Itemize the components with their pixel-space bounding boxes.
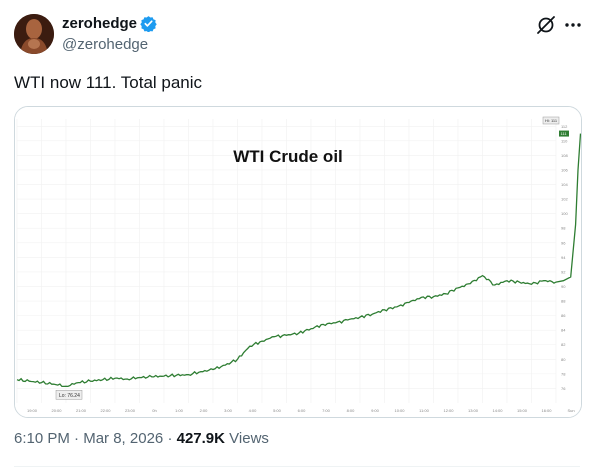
- y-tick-label: 92: [561, 269, 566, 274]
- avatar[interactable]: [14, 14, 54, 54]
- more-horizontal-icon[interactable]: [562, 14, 584, 36]
- x-tick-label: 23:00: [125, 408, 136, 413]
- y-tick-label: 78: [561, 371, 566, 376]
- y-tick-label: 82: [561, 342, 566, 347]
- x-tick-label: 1:00: [175, 408, 184, 413]
- x-tick-label: 21:00: [76, 408, 87, 413]
- y-tick-label: 80: [561, 357, 566, 362]
- current-price-tag: 111: [559, 130, 569, 137]
- x-tick-label: Sun: [567, 408, 574, 413]
- series-line: [16, 133, 581, 388]
- x-tick-label: 19:00: [27, 408, 38, 413]
- x-tick-label: 0h: [152, 408, 156, 413]
- x-tick-label: 12:00: [443, 408, 454, 413]
- x-tick-label: 16:00: [541, 408, 552, 413]
- low-price-label: Lo: 76.24: [59, 393, 80, 399]
- x-tick-label: 15:00: [517, 408, 528, 413]
- x-tick-label: 7:00: [322, 408, 331, 413]
- x-tick-label: 8:00: [347, 408, 356, 413]
- chart-image[interactable]: 76 78 80 82 84 86 88 90 92 94 96 98 100 102 104 106 108 1…: [14, 106, 582, 418]
- y-tick-label: 106: [561, 167, 568, 172]
- y-tick-label: 112: [561, 124, 568, 129]
- x-axis-ticks: 19:00 20:00 21:00 22:00 23:00 0h 1:00 2:00 3:00 4…: [27, 408, 575, 413]
- y-tick-label: 100: [561, 211, 568, 216]
- low-price-tag: Lo: 76.24: [55, 390, 83, 400]
- x-tick-label: 13:00: [468, 408, 479, 413]
- tweet-meta: 6:10 PM · Mar 8, 2026 · 427.9K Views: [14, 430, 269, 447]
- y-tick-label: 98: [561, 226, 566, 231]
- y-tick-label: 76: [561, 386, 566, 391]
- y-tick-label: 108: [561, 153, 568, 158]
- y-tick-label: 88: [561, 299, 566, 304]
- tweet-time[interactable]: 6:10 PM: [14, 430, 70, 447]
- last-price-tag: Hi: 111: [542, 116, 560, 125]
- verified-badge-icon: [140, 15, 157, 33]
- tweet-date[interactable]: Mar 8, 2026: [83, 430, 164, 447]
- chart-grid: [16, 119, 557, 403]
- x-tick-label: 9:00: [371, 408, 380, 413]
- y-tick-label: 86: [561, 313, 566, 318]
- x-tick-label: 22:00: [100, 408, 111, 413]
- meta-separator: ·: [167, 430, 173, 447]
- y-tick-label: 102: [561, 197, 568, 202]
- x-tick-label: 2:00: [200, 408, 209, 413]
- tweet-text: WTI now 111. Total panic: [14, 73, 203, 92]
- last-price-label: Hi: 111: [545, 118, 558, 123]
- display-name[interactable]: zerohedge: [62, 15, 138, 32]
- y-tick-label: 96: [561, 240, 566, 245]
- y-axis-ticks: 76 78 80 82 84 86 88 90 92 94 96 98 100 102 104 106 108 1…: [561, 124, 568, 391]
- chart-title: WTI Crude oil: [233, 147, 343, 166]
- views-label: Views: [229, 430, 269, 447]
- wti-chart: 76 78 80 82 84 86 88 90 92 94 96 98 100 102 104 106 108 1…: [15, 107, 581, 417]
- y-tick-label: 104: [561, 182, 568, 187]
- divider: [14, 466, 580, 467]
- views-count: 427.9K: [176, 430, 225, 447]
- grok-icon[interactable]: [535, 14, 557, 36]
- x-tick-label: 11:00: [419, 408, 429, 413]
- x-tick-label: 14:00: [492, 408, 503, 413]
- x-tick-label: 20:00: [51, 408, 62, 413]
- y-tick-label: 84: [561, 328, 566, 333]
- x-tick-label: 4:00: [249, 408, 258, 413]
- x-tick-label: 3:00: [224, 408, 233, 413]
- x-tick-label: 6:00: [298, 408, 307, 413]
- y-tick-label: 94: [561, 255, 566, 260]
- meta-separator: ·: [74, 430, 80, 447]
- x-tick-label: 5:00: [273, 408, 282, 413]
- user-handle[interactable]: @zerohedge: [62, 36, 149, 53]
- x-tick-label: 10:00: [394, 408, 405, 413]
- y-tick-label: 110: [561, 138, 568, 143]
- y-tick-label: 90: [561, 284, 566, 289]
- current-price-value: 111: [561, 131, 568, 136]
